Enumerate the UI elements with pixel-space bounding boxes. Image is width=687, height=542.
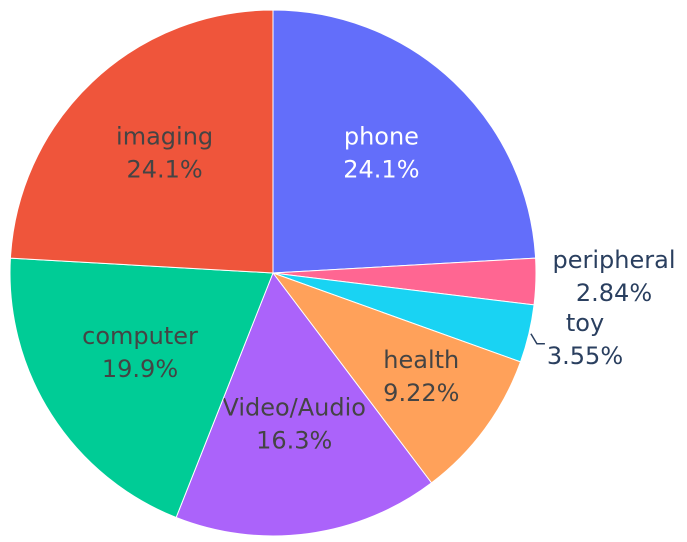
slice-name-label-imaging: imaging [116,122,213,150]
slice-percent-label-computer: 19.9% [102,355,178,383]
pie-slice-health [271,271,522,484]
slice-percent-label-toy: 3.55% [547,342,623,370]
slice-name-label-health: health [383,346,459,374]
slice-name-label-video-audio: Video/Audio [222,393,366,421]
slice-percent-label-video-audio: 16.3% [256,426,332,454]
slice-name-label-peripheral: peripheral [553,246,676,274]
slice-percent-label-health: 9.22% [383,379,459,407]
pie-slice-video-audio [175,271,433,537]
slice-name-label-computer: computer [82,322,198,350]
slice-name-label-phone: phone [344,122,419,150]
leader-line-toy [530,333,545,345]
pie-slice-phone [272,9,537,274]
slice-percent-label-peripheral: 2.84% [576,279,652,307]
pie-slice-imaging [9,9,274,274]
slice-percent-label-phone: 24.1% [343,155,419,183]
slice-percent-label-imaging: 24.1% [126,155,202,183]
slice-name-label-toy: toy [566,309,604,337]
pie-slice-computer [9,257,274,519]
